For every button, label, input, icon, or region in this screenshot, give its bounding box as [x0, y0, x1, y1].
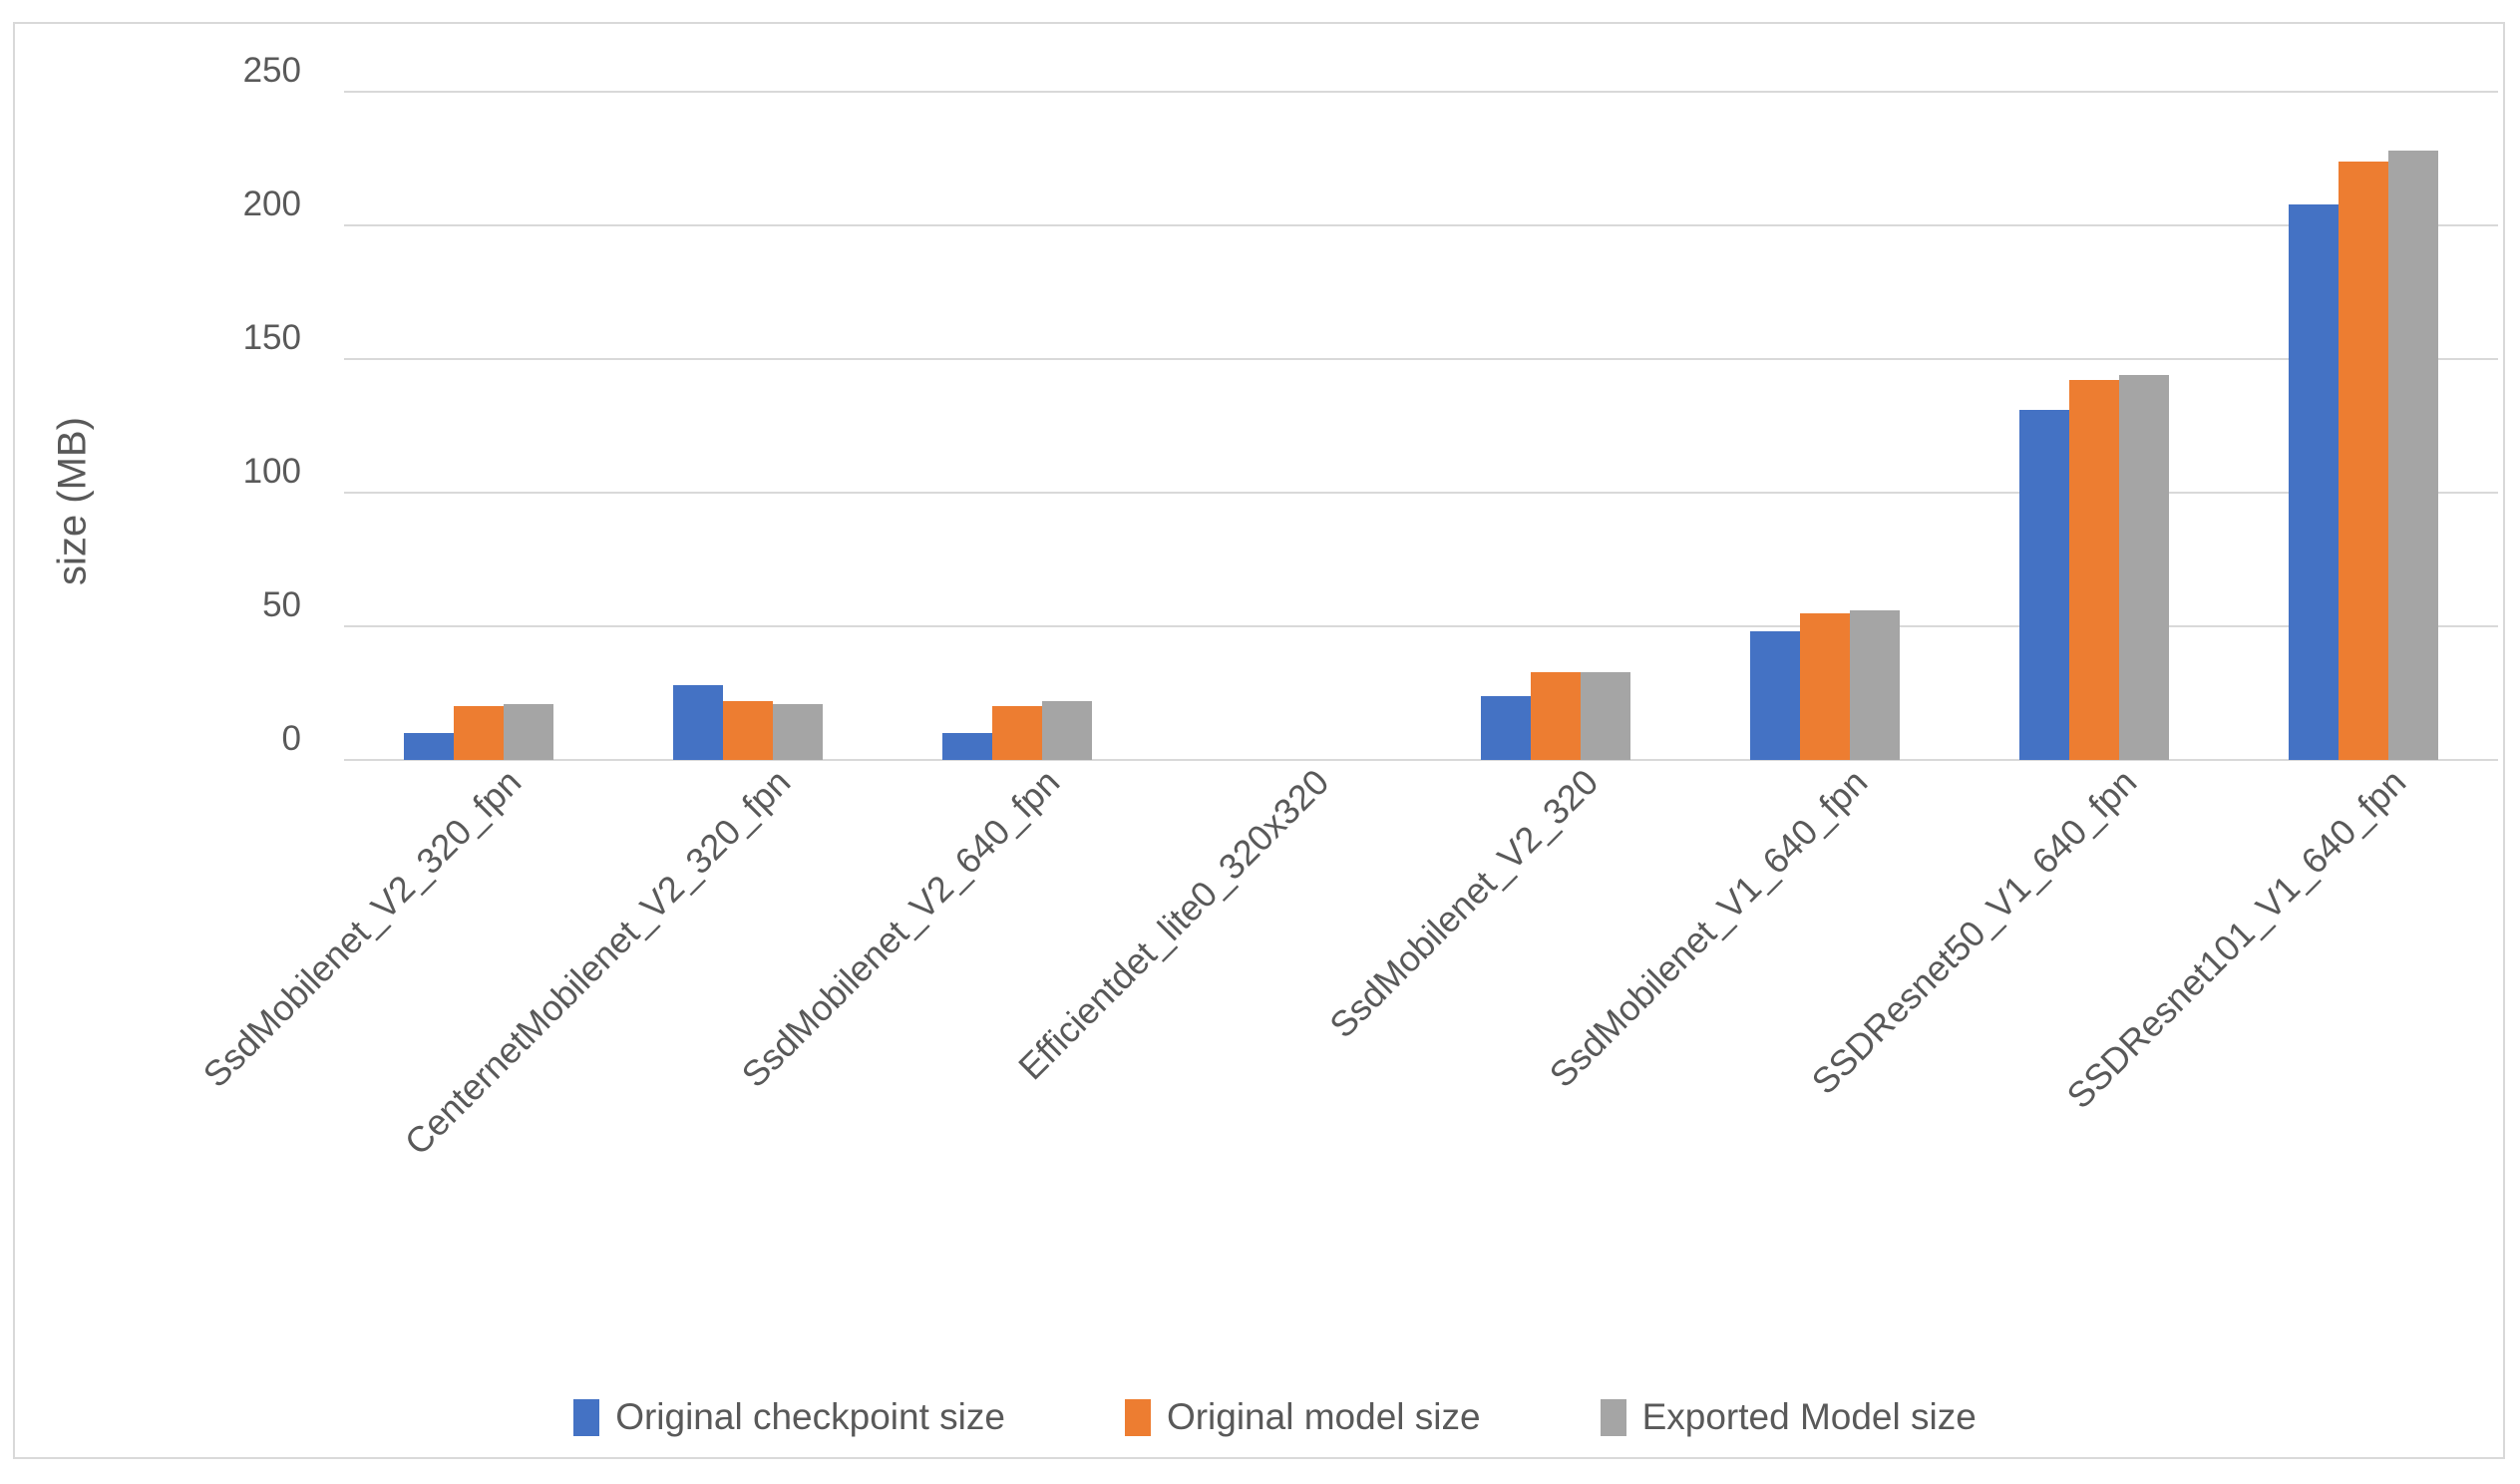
x-category-label-SsdMobilenet_V2_320_fpn: SsdMobilenet_V2_320_fpn [194, 761, 530, 1095]
chart-legend: Original checkpoint size Original model s… [15, 1396, 2520, 1438]
plot-area [344, 91, 2498, 761]
gridline-150 [344, 358, 2498, 360]
y-tick-label-0: 0 [281, 719, 301, 758]
bar-SsdMobilenet_V2_320_fpn-series-2 [504, 703, 553, 760]
y-tick-label-100: 100 [242, 452, 301, 491]
x-category-label-SSDResnet50_V1_640_fpn: SSDResnet50_V1_640_fpn [1803, 761, 2145, 1103]
bar-CenternetMobilenet_V2_320_fpn-series-1 [723, 701, 773, 760]
legend-item-1: Original model size [1124, 1396, 1481, 1438]
gridline-250 [344, 91, 2498, 93]
bar-SsdMobilenet_V1_640_fpn-series-2 [1850, 609, 1900, 760]
legend-swatch [573, 1398, 600, 1436]
bar-SsdMobilenet_V2_320_fpn-series-0 [404, 733, 454, 760]
legend-label: Original model size [1166, 1396, 1481, 1437]
legend-swatch [1600, 1398, 1626, 1436]
legend-swatch [1124, 1398, 1151, 1436]
bar-SSDResnet101_V1_640_fpn-series-0 [2289, 203, 2339, 760]
x-category-label-SsdMobilenet_V2_640_fpn: SsdMobilenet_V2_640_fpn [733, 761, 1068, 1095]
gridline-100 [344, 492, 2498, 494]
y-axis-title-text: size (MB) [50, 417, 95, 585]
bar-SsdMobilenet_V2_320_fpn-series-1 [454, 706, 504, 760]
bar-SsdMobilenet_V2_320-series-2 [1581, 671, 1630, 760]
bar-CenternetMobilenet_V2_320_fpn-series-2 [773, 703, 823, 760]
y-tick-label-150: 150 [242, 318, 301, 357]
bar-SSDResnet50_V1_640_fpn-series-0 [2019, 409, 2069, 760]
bar-SsdMobilenet_V2_640_fpn-series-1 [992, 706, 1042, 760]
chart-frame: size (MB) 0 50 100 150 200 250 SsdMobilenet_V… [13, 22, 2505, 1459]
bar-SsdMobilenet_V2_640_fpn-series-2 [1042, 701, 1092, 760]
legend-item-2: Exported Model size [1600, 1396, 1977, 1438]
x-category-label-SSDResnet101_V1_640_fpn: SSDResnet101_V1_640_fpn [2058, 761, 2414, 1117]
bar-SSDResnet50_V1_640_fpn-series-1 [2069, 380, 2119, 760]
y-tick-label-200: 200 [242, 185, 301, 223]
x-category-label-Efficientdet_lite0_320x320: Efficientdet_lite0_320x320 [1010, 761, 1337, 1088]
gridline-50 [344, 625, 2498, 627]
bar-SsdMobilenet_V1_640_fpn-series-0 [1750, 631, 1800, 760]
x-category-label-SsdMobilenet_V1_640_fpn: SsdMobilenet_V1_640_fpn [1541, 761, 1876, 1095]
bar-SSDResnet101_V1_640_fpn-series-1 [2339, 161, 2388, 760]
bar-SSDResnet101_V1_640_fpn-series-2 [2388, 150, 2438, 760]
x-category-label-CenternetMobilenet_V2_320_fpn: CenternetMobilenet_V2_320_fpn [396, 761, 799, 1163]
bar-SsdMobilenet_V2_320-series-1 [1531, 671, 1581, 760]
bar-SsdMobilenet_V1_640_fpn-series-1 [1800, 612, 1850, 760]
legend-item-0: Original checkpoint size [573, 1396, 1005, 1438]
y-tick-label-250: 250 [242, 51, 301, 90]
legend-label: Original checkpoint size [615, 1396, 1005, 1437]
y-tick-label-50: 50 [262, 585, 301, 624]
bar-CenternetMobilenet_V2_320_fpn-series-0 [673, 684, 723, 760]
x-category-label-SsdMobilenet_V2_320: SsdMobilenet_V2_320 [1321, 761, 1607, 1046]
bar-SsdMobilenet_V2_640_fpn-series-0 [942, 733, 992, 760]
gridline-200 [344, 224, 2498, 226]
gridline-0 [344, 759, 2498, 761]
bar-SSDResnet50_V1_640_fpn-series-2 [2119, 375, 2169, 760]
bar-SsdMobilenet_V2_320-series-0 [1481, 695, 1531, 760]
legend-label: Exported Model size [1641, 1396, 1977, 1437]
